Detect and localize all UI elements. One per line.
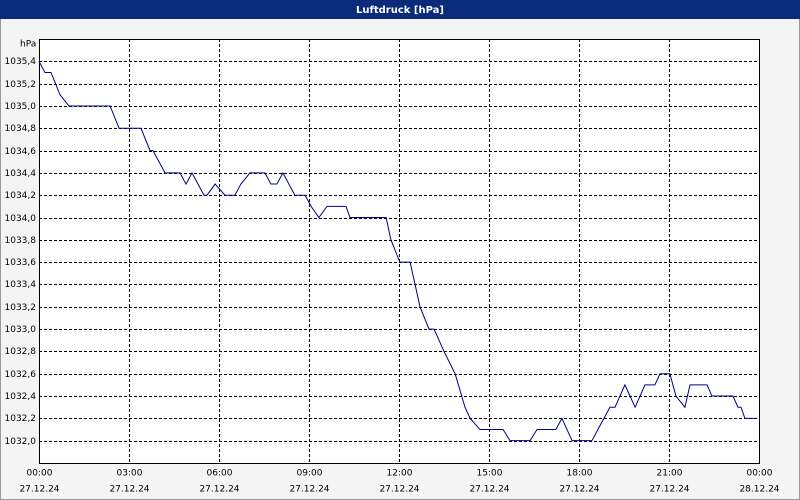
x-tick-label: 06:00 (207, 469, 233, 479)
x-tick-label: 18:00 (567, 469, 593, 479)
x-tick-date: 27.12.24 (289, 485, 329, 495)
y-tick-label: 1033,4 (5, 280, 37, 290)
x-tick-label: 21:00 (657, 469, 683, 479)
x-tick-date: 27.12.24 (199, 485, 239, 495)
y-tick-label: 1035,4 (5, 57, 37, 67)
y-tick-label: 1032,4 (5, 392, 37, 402)
x-tick-date: 27.12.24 (379, 485, 419, 495)
y-tick-label: 1033,0 (5, 325, 37, 335)
y-tick-label: 1033,6 (5, 258, 37, 268)
x-tick-label: 15:00 (477, 469, 503, 479)
x-tick-label: 12:00 (387, 469, 413, 479)
x-tick-date: 27.12.24 (649, 485, 689, 495)
y-tick-label: 1033,2 (5, 303, 37, 313)
x-tick-label: 00:00 (27, 469, 53, 479)
y-tick-label: 1035,2 (5, 80, 37, 90)
plot-border (39, 39, 760, 464)
y-tick-label: 1032,8 (5, 347, 37, 357)
y-tick-label: 1033,8 (5, 236, 37, 246)
x-tick-label: 00:00 (747, 469, 773, 479)
y-tick-label: 1032,6 (5, 370, 37, 380)
title-bar (0, 0, 800, 19)
x-tick-date: 27.12.24 (109, 485, 149, 495)
y-tick-label: 1032,0 (5, 437, 37, 447)
x-tick-label: 09:00 (297, 469, 323, 479)
data-line (38, 61, 757, 442)
y-tick-label: 1035,0 (5, 102, 37, 112)
y-tick-label: 1034,6 (5, 147, 37, 157)
y-tick-label: 1032,2 (5, 414, 37, 424)
x-tick-label: 03:00 (117, 469, 143, 479)
x-tick-date: 27.12.24 (559, 485, 599, 495)
y-tick-label: 1034,4 (5, 169, 37, 179)
x-tick-date: 27.12.24 (469, 485, 509, 495)
x-tick-date: 27.12.24 (19, 485, 59, 495)
chart-title: Luftdruck [hPa] (356, 5, 444, 16)
x-tick-date: 28.12.24 (739, 485, 779, 495)
y-axis-label: hPa (20, 40, 36, 50)
y-tick-label: 1034,8 (5, 124, 37, 134)
y-tick-label: 1034,0 (5, 214, 37, 224)
y-tick-label: 1034,2 (5, 191, 37, 201)
